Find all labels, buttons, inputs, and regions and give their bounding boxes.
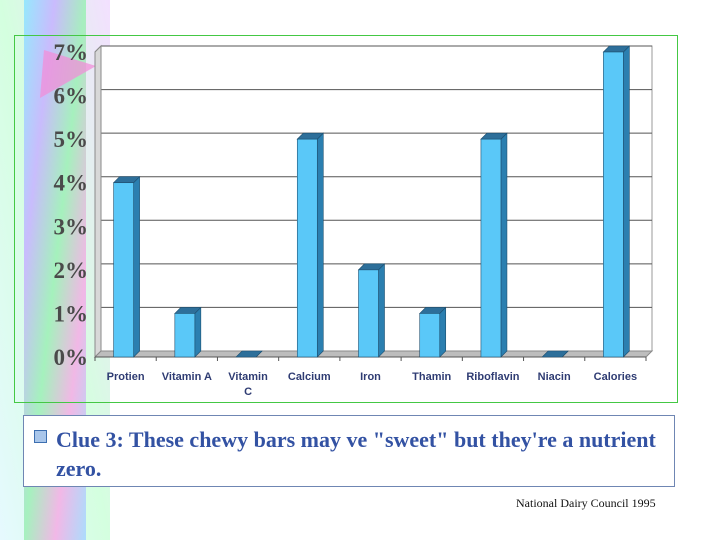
y-tick-label: 5% <box>54 127 89 152</box>
bar-top <box>235 350 263 358</box>
y-tick-label: 4% <box>54 171 89 196</box>
bar-front <box>419 313 441 358</box>
bar-front <box>113 182 134 358</box>
square-bullet-icon <box>34 430 47 443</box>
clue-text: Clue 3: These chewy bars may ve "sweet" … <box>56 427 656 481</box>
bar <box>541 350 569 358</box>
bar-side <box>133 175 140 358</box>
x-tick-label: Niacin <box>538 371 571 383</box>
bar-top <box>541 350 569 358</box>
bar-side <box>194 306 202 358</box>
x-tick-label: Calcium <box>288 371 331 383</box>
bar <box>296 132 325 358</box>
bar-side <box>439 306 447 358</box>
decorative-pennant <box>40 50 96 98</box>
bar-front <box>358 269 379 358</box>
bar-front <box>174 313 196 358</box>
y-tick-label: 6% <box>54 84 89 109</box>
bar <box>602 45 631 358</box>
bar-side <box>623 45 630 358</box>
bar <box>235 350 263 358</box>
bar-front <box>480 138 502 358</box>
bar-front <box>603 51 624 358</box>
bar <box>112 175 141 358</box>
y-tick-label: 7% <box>54 40 89 65</box>
bar <box>418 306 447 358</box>
x-tick-label: Vitamin A <box>162 371 212 383</box>
x-tick-label: Iron <box>360 371 381 383</box>
bar-side <box>378 263 385 358</box>
x-tick-label: Vitamin C <box>228 371 268 398</box>
y-tick-label: 3% <box>54 214 89 239</box>
y-tick-label: 1% <box>54 301 89 326</box>
chart-frame <box>14 35 678 403</box>
x-tick-label: Thamin <box>412 371 451 383</box>
y-tick-label: 2% <box>54 258 89 283</box>
bar <box>357 263 386 358</box>
y-tick-label: 0% <box>54 345 89 370</box>
bar <box>174 306 202 358</box>
bar-side <box>500 132 508 358</box>
x-tick-label: Riboflavin <box>466 371 519 383</box>
chart-side-wall <box>94 44 102 359</box>
x-tick-label: Protien <box>107 371 145 383</box>
bar <box>480 132 508 358</box>
bar-front <box>296 138 318 358</box>
x-tick-label: Calories <box>594 371 637 383</box>
source-citation: National Dairy Council 1995 <box>516 496 656 510</box>
clue-box: Clue 3: These chewy bars may ve "sweet" … <box>23 415 675 487</box>
bar-side <box>316 132 324 358</box>
